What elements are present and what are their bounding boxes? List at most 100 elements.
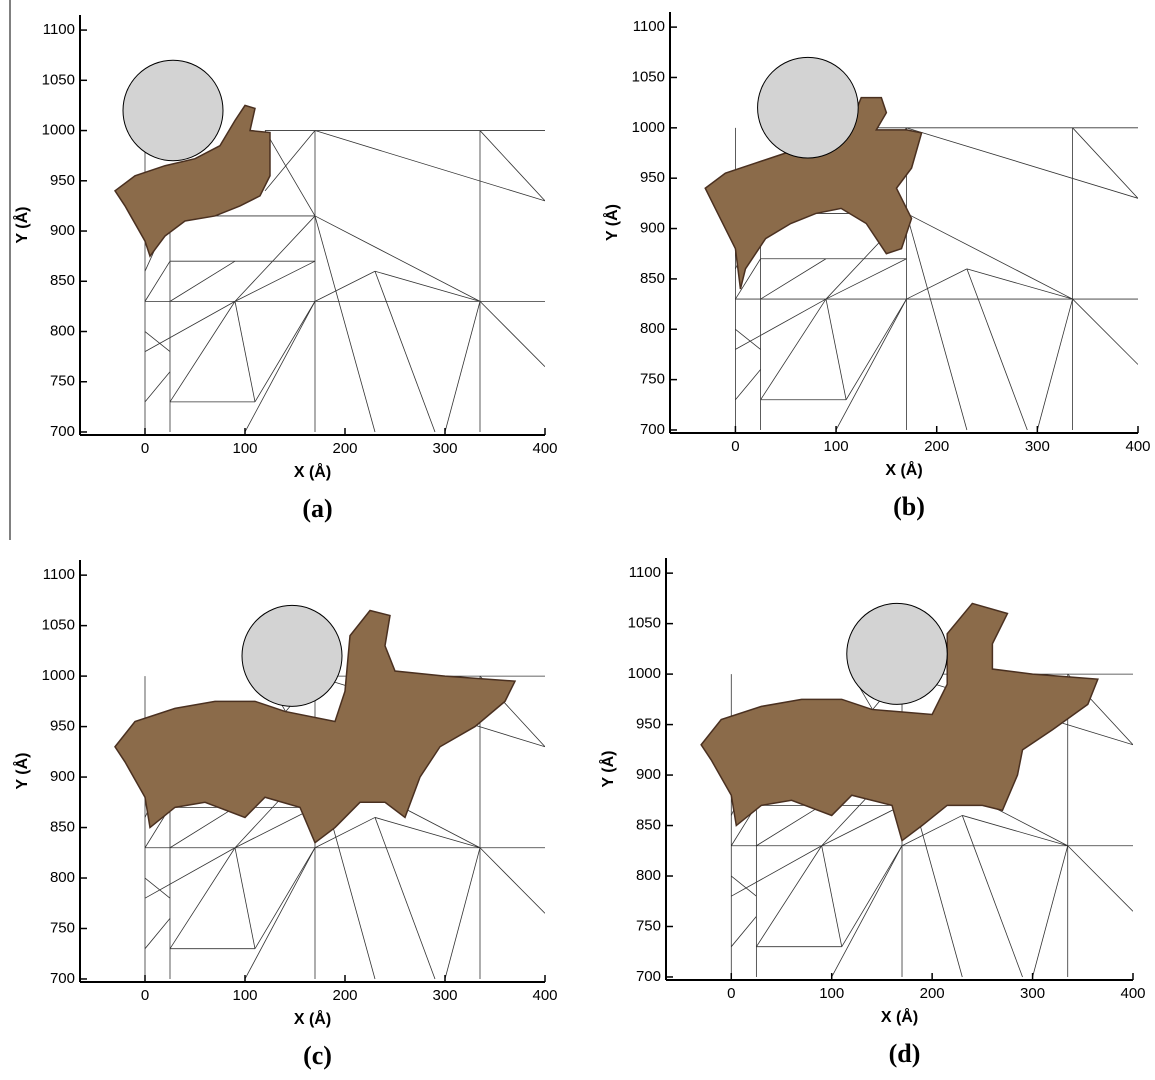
mesh-line (967, 269, 1027, 430)
y-tick-label: 750 (640, 371, 665, 388)
y-tick-label: 1050 (632, 68, 665, 85)
y-tick-label: 900 (50, 768, 75, 785)
mesh-line (962, 815, 1022, 977)
mesh-line (756, 846, 821, 947)
mesh-line (731, 846, 821, 896)
x-tick-label: 300 (432, 440, 457, 457)
indenter (847, 603, 947, 704)
mesh-line (1033, 846, 1068, 977)
x-tick-label: 100 (232, 440, 257, 457)
y-axis-title: Y (Å) (602, 204, 621, 241)
y-tick-label: 950 (50, 172, 75, 189)
mesh-line (255, 848, 315, 949)
x-tick-label: 200 (920, 985, 945, 1002)
x-tick-label: 100 (819, 985, 844, 1002)
y-tick-label: 800 (640, 320, 665, 337)
mesh-line (375, 271, 480, 301)
y-tick-label: 800 (50, 322, 75, 339)
x-tick-label: 300 (1025, 438, 1050, 455)
mesh-line (445, 848, 480, 979)
y-tick-label: 1100 (43, 566, 75, 583)
y-tick-label: 900 (636, 766, 661, 783)
mesh-line (731, 916, 756, 946)
x-tick-label: 400 (1120, 985, 1145, 1002)
mesh-line (145, 878, 170, 898)
mesh-line (145, 261, 170, 301)
mesh-line (315, 271, 375, 301)
y-tick-label: 700 (640, 421, 665, 438)
indenter (758, 57, 859, 158)
mesh-line (235, 848, 255, 949)
mesh-line (445, 301, 480, 432)
indenter (242, 605, 342, 706)
mesh-line (822, 846, 842, 947)
mesh-line (735, 299, 826, 349)
x-tick-label: 0 (731, 438, 739, 455)
y-axis-title: Y (Å) (12, 206, 31, 243)
y-tick-label: 850 (50, 819, 75, 836)
mesh-line (375, 817, 480, 847)
y-tick-label: 1000 (42, 667, 75, 684)
mesh-line (846, 299, 906, 400)
mesh-line (832, 846, 902, 977)
y-tick-label: 800 (636, 867, 661, 884)
x-tick-label: 400 (532, 440, 557, 457)
mesh-line (842, 846, 902, 947)
mesh-line (145, 301, 235, 351)
y-tick-label: 950 (640, 169, 665, 186)
panel-label: (d) (889, 1039, 921, 1068)
mesh-line (735, 370, 760, 400)
x-axis-title: X (Å) (294, 462, 331, 481)
y-tick-label: 700 (50, 970, 75, 987)
indenter (123, 60, 223, 160)
y-tick-label: 1100 (43, 21, 75, 38)
mesh-line (315, 131, 545, 201)
mesh-line (907, 269, 967, 299)
mesh-line (735, 329, 760, 349)
x-tick-label: 200 (924, 438, 949, 455)
mesh-line (1073, 128, 1138, 199)
mesh-line (1037, 299, 1072, 430)
mesh-line (761, 259, 826, 299)
mesh-line (235, 261, 315, 301)
y-tick-label: 900 (50, 222, 75, 239)
y-tick-label: 1000 (42, 122, 75, 139)
y-tick-label: 700 (636, 968, 661, 985)
mesh-line (907, 213, 967, 430)
mesh-line (480, 131, 545, 201)
y-tick-label: 950 (636, 716, 661, 733)
mesh-line (480, 301, 545, 366)
mesh-line (907, 128, 1138, 199)
y-tick-label: 850 (50, 272, 75, 289)
figure: 0100200300400700750800850900950100010501… (0, 0, 1155, 1080)
y-tick-label: 1100 (629, 564, 661, 581)
x-tick-label: 0 (141, 987, 149, 1004)
mesh-line (145, 372, 170, 402)
x-axis-title: X (Å) (294, 1009, 331, 1028)
panel: 0100200300400700750800850900950100010501… (12, 560, 557, 1070)
x-axis-title: X (Å) (885, 460, 922, 479)
y-axis-title: Y (Å) (598, 750, 617, 787)
mesh-line (731, 876, 756, 896)
y-tick-label: 850 (636, 817, 661, 834)
mesh-line (145, 332, 170, 352)
mesh-line (170, 301, 235, 401)
mesh-line (967, 269, 1073, 299)
plot-area (701, 603, 1133, 977)
y-tick-label: 950 (50, 718, 75, 735)
mesh-line (245, 848, 315, 979)
y-tick-label: 1050 (42, 617, 75, 634)
y-tick-label: 850 (640, 270, 665, 287)
mesh-line (315, 216, 375, 432)
mesh-line (962, 815, 1067, 845)
mesh-line (145, 848, 235, 898)
mesh-line (826, 299, 846, 400)
y-tick-label: 750 (636, 917, 661, 934)
x-tick-label: 200 (332, 440, 357, 457)
x-axis-title: X (Å) (881, 1007, 918, 1026)
x-tick-label: 400 (532, 987, 557, 1004)
y-tick-label: 1100 (633, 18, 665, 35)
x-tick-label: 300 (1020, 985, 1045, 1002)
mesh-line (375, 817, 435, 979)
